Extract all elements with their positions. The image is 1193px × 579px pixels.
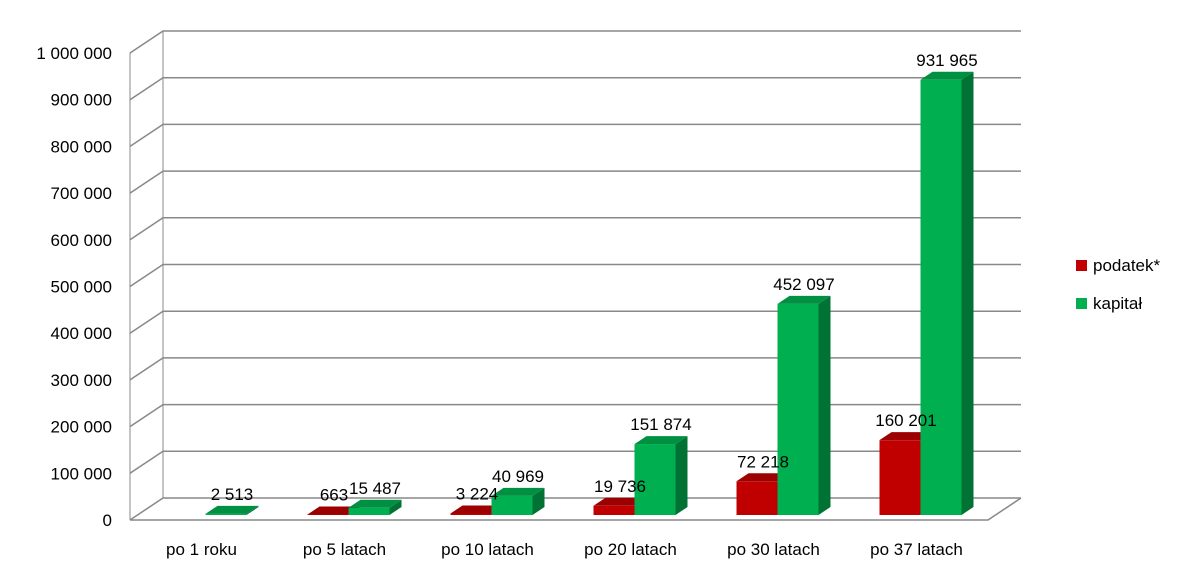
y-axis: 0 100 000 200 000 300 000 400 000 500 000 600 … (36, 44, 112, 530)
bars (205, 71, 974, 516)
bar-side (961, 71, 974, 516)
data-label: 3 224 (456, 484, 499, 503)
bar (777, 303, 819, 515)
bar (450, 513, 492, 515)
gridline (129, 217, 1021, 241)
x-axis: po 1 roku po 5 latach po 10 latach po 20 la… (166, 540, 963, 559)
bar (307, 514, 349, 515)
bar-top (593, 497, 647, 506)
y-tick-label: 700 000 (51, 184, 112, 203)
gridline (129, 357, 1021, 381)
bar (879, 440, 921, 515)
data-label: 931 965 (916, 51, 977, 70)
bar-top (491, 487, 545, 496)
bar-top (348, 499, 402, 508)
gridline (129, 263, 1021, 288)
bar (736, 481, 778, 515)
gridline (129, 30, 1021, 54)
legend: podatek* kapitał (1076, 256, 1160, 313)
data-label: 15 487 (349, 479, 401, 498)
y-tick-label: 400 000 (51, 324, 112, 343)
bar-top (777, 295, 831, 304)
x-tick-label: po 5 latach (303, 540, 386, 559)
x-tick-label: po 1 roku (166, 540, 237, 559)
y-tick-label: 600 000 (51, 231, 112, 250)
data-label: 160 201 (875, 411, 936, 430)
data-label: 72 218 (737, 452, 789, 471)
gridlines (129, 30, 1022, 521)
bar (491, 495, 533, 515)
bar-side (389, 499, 402, 515)
data-label: 19 736 (594, 477, 646, 496)
bar (920, 79, 962, 516)
y-tick-label: 0 (103, 511, 112, 530)
gridline (129, 170, 1021, 194)
x-tick-label: po 10 latach (441, 540, 534, 559)
y-tick-label: 900 000 (51, 91, 112, 110)
bar-top (450, 505, 504, 514)
y-tick-label: 500 000 (51, 278, 112, 297)
bar-top (307, 506, 361, 515)
bar-top (920, 71, 974, 80)
bar-side (532, 487, 545, 515)
gridline (129, 76, 1021, 101)
legend-label: kapitał (1093, 294, 1142, 313)
y-tick-label: 800 000 (51, 137, 112, 156)
legend-label: podatek* (1093, 256, 1160, 275)
legend-swatch (1076, 260, 1087, 271)
floor-edge (130, 497, 1022, 521)
data-label: 40 969 (492, 467, 544, 486)
y-tick-label: 100 000 (51, 464, 112, 483)
x-tick-label: po 20 latach (584, 540, 677, 559)
x-tick-label: po 37 latach (870, 540, 963, 559)
x-tick-label: po 30 latach (727, 540, 820, 559)
legend-swatch (1076, 298, 1087, 309)
bar (593, 505, 635, 515)
bar-side (818, 295, 831, 515)
bar (634, 444, 676, 515)
y-tick-label: 1 000 000 (36, 44, 112, 63)
bar-top (736, 473, 790, 482)
y-tick-label: 300 000 (51, 371, 112, 390)
bar-top (879, 432, 933, 441)
bar-top (205, 505, 259, 514)
gridline (129, 123, 1021, 148)
bar (348, 507, 390, 515)
data-label: 452 097 (773, 275, 834, 294)
bar-side (675, 436, 688, 515)
data-label: 663 (320, 486, 348, 505)
data-label: 2 513 (211, 485, 254, 504)
bar-top (634, 436, 688, 445)
bar (205, 513, 247, 515)
y-tick-label: 200 000 (51, 418, 112, 437)
data-label: 151 874 (630, 415, 691, 434)
gridline (129, 310, 1021, 334)
bar-side (246, 505, 259, 515)
